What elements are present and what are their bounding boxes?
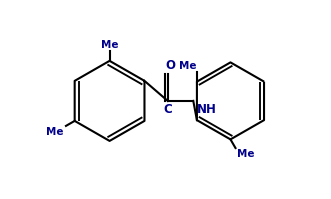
Text: NH: NH <box>196 103 216 116</box>
Text: Me: Me <box>101 40 118 50</box>
Text: Me: Me <box>46 127 64 137</box>
Text: C: C <box>163 103 172 116</box>
Text: Me: Me <box>237 149 255 159</box>
Text: Me: Me <box>179 61 196 71</box>
Text: O: O <box>166 59 176 72</box>
